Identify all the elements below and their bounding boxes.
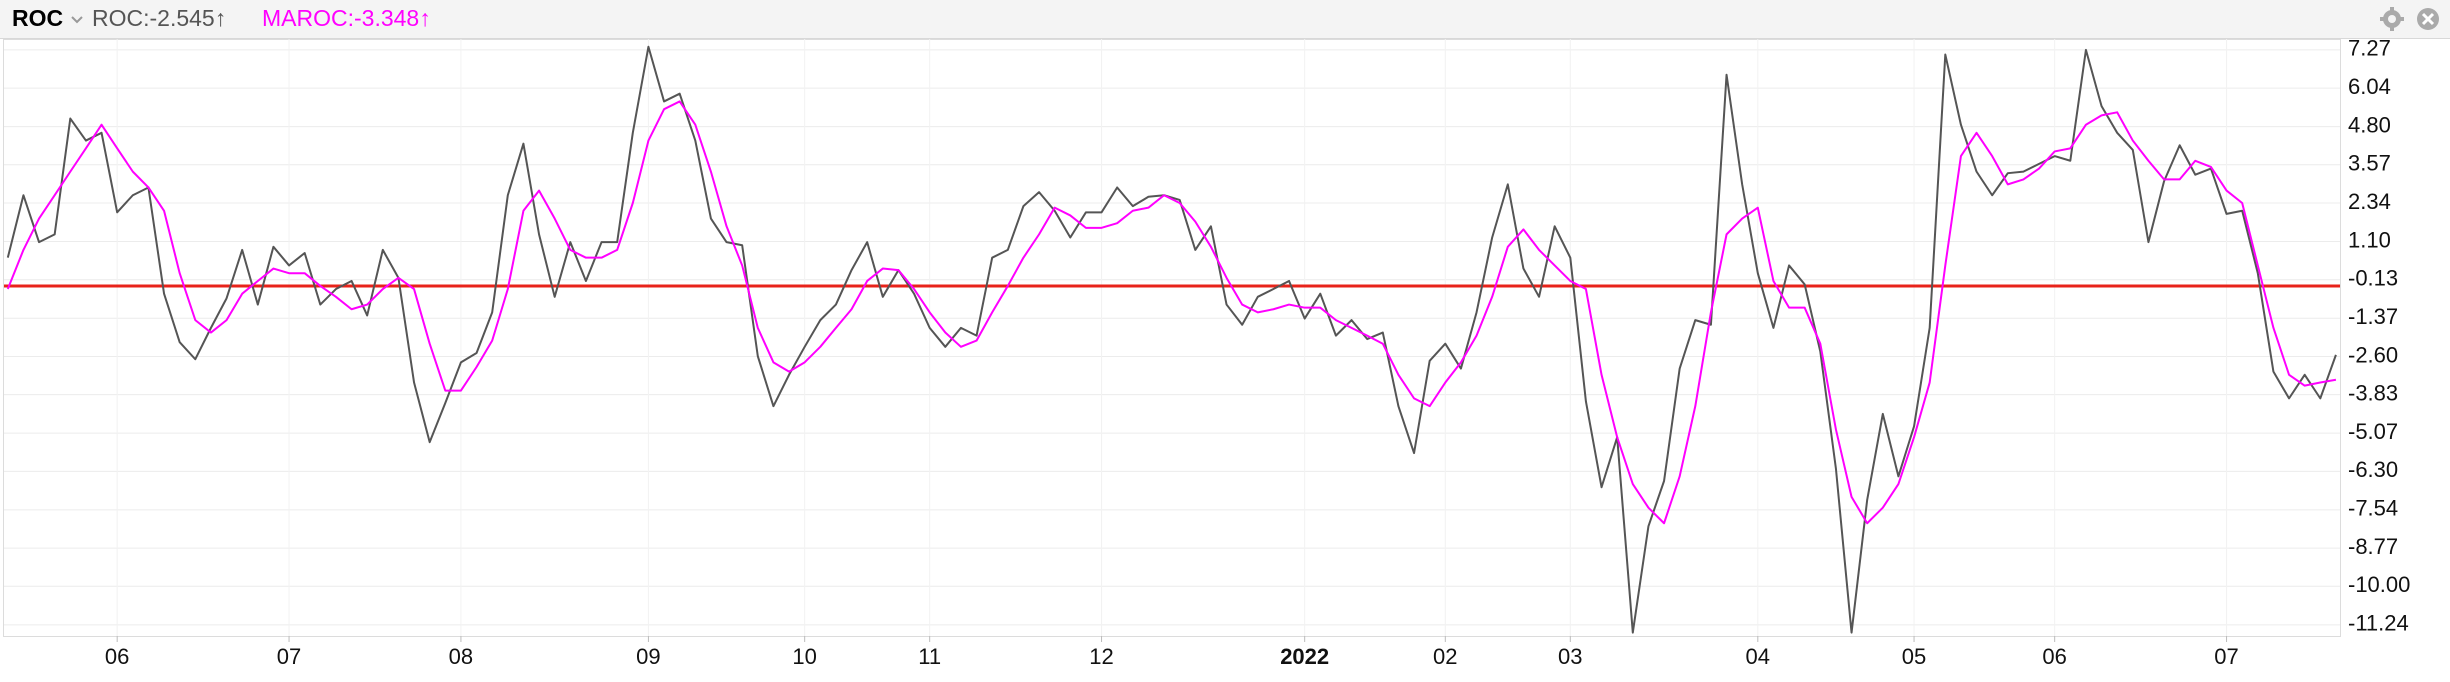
y-tick-label: 4.80 [2348,112,2391,137]
y-tick-label: -2.60 [2348,342,2398,367]
legend-entry: MAROC:-3.348↑ [262,5,431,31]
y-tick-label: -6.30 [2348,457,2398,482]
y-tick-label: -10.00 [2348,572,2410,597]
dropdown-chevron[interactable] [71,16,83,24]
series-line [6,45,2337,634]
y-tick-label: -0.13 [2348,266,2398,291]
header-bar [0,0,2450,38]
x-tick-label: 09 [636,644,660,669]
x-tick-label: 11 [918,644,941,669]
y-tick-label: 3.57 [2348,151,2391,176]
x-tick-label: 03 [1558,644,1582,669]
y-tick-label: -5.07 [2348,419,2398,444]
grid [4,39,2340,642]
x-tick-label: 08 [449,644,473,669]
y-tick-label: -1.37 [2348,304,2398,329]
axis-labels: 7.27 6.04 4.80 3.57 2.34 1.10 -0.13 -1.37 -2.60 -… [105,36,2410,669]
x-tick-label: 06 [105,644,129,669]
legend-entry: ROC:-2.545↑ [92,5,226,31]
y-tick-label: 6.04 [2348,74,2391,99]
settings-icon[interactable] [2380,7,2404,31]
y-tick-label: -7.54 [2348,496,2398,521]
x-tick-label: 04 [1746,644,1770,669]
y-tick-label: -11.24 [2348,611,2409,636]
x-tick-label: 07 [277,644,301,669]
series-line [6,100,2337,525]
x-tick-label: 05 [1902,644,1926,669]
y-tick-label: -3.83 [2348,380,2398,405]
y-tick-label: 1.10 [2348,227,2391,252]
x-tick-label: 07 [2214,644,2238,669]
x-tick-label: 06 [2042,644,2066,669]
x-tick-label: 10 [792,644,816,669]
close-icon[interactable] [2417,8,2439,30]
y-tick-label: 7.27 [2348,36,2391,61]
chart-title: ROC [12,5,63,31]
plot-frame [3,39,2341,637]
y-tick-label: 2.34 [2348,189,2391,214]
plot [4,45,2340,634]
y-tick-label: -8.77 [2348,534,2398,559]
x-tick-label: 2022 [1280,644,1329,669]
x-tick-label: 02 [1433,644,1457,669]
x-tick-label: 12 [1089,644,1113,669]
